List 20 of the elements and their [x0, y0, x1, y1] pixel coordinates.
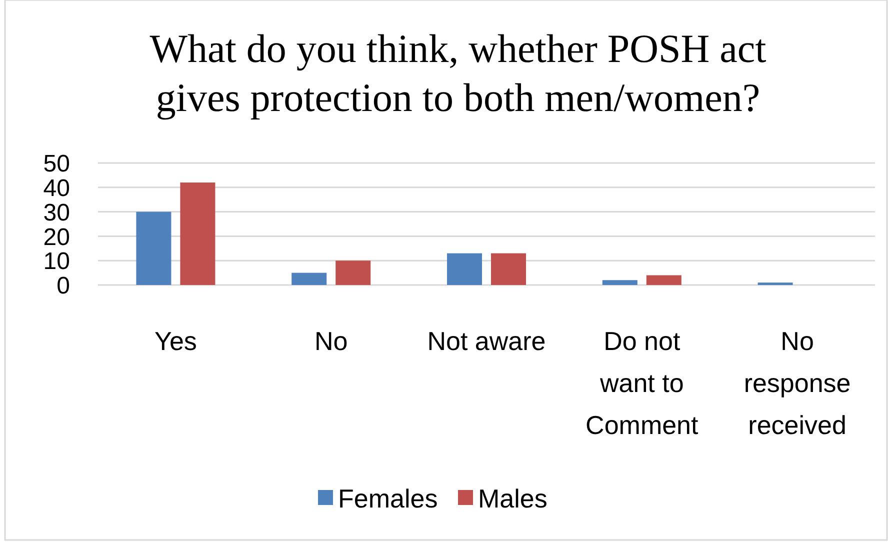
- chart-title: What do you think, whether POSH act gives protection to both men/women?: [150, 26, 766, 120]
- x-tick-label: No response received: [744, 326, 851, 440]
- y-tick-label: 10: [43, 248, 70, 276]
- y-tick-label: 50: [43, 150, 70, 178]
- bar: [180, 182, 216, 285]
- y-tick-label: 0: [56, 272, 70, 300]
- x-tick-label: Do not want to Comment: [586, 326, 700, 440]
- bar: [292, 272, 327, 285]
- y-tick-label: 20: [43, 224, 70, 251]
- x-tick-label: Not aware: [427, 326, 546, 356]
- x-tick-label: Yes: [154, 326, 197, 356]
- bar: [336, 260, 371, 285]
- bar: [136, 212, 172, 285]
- x-tick-label: No: [314, 326, 348, 356]
- legend-label: Males: [478, 483, 548, 514]
- bar: [447, 253, 482, 285]
- bar: [646, 275, 682, 285]
- bar: [491, 253, 526, 285]
- legend-label: Females: [338, 483, 438, 514]
- bar: [602, 280, 638, 285]
